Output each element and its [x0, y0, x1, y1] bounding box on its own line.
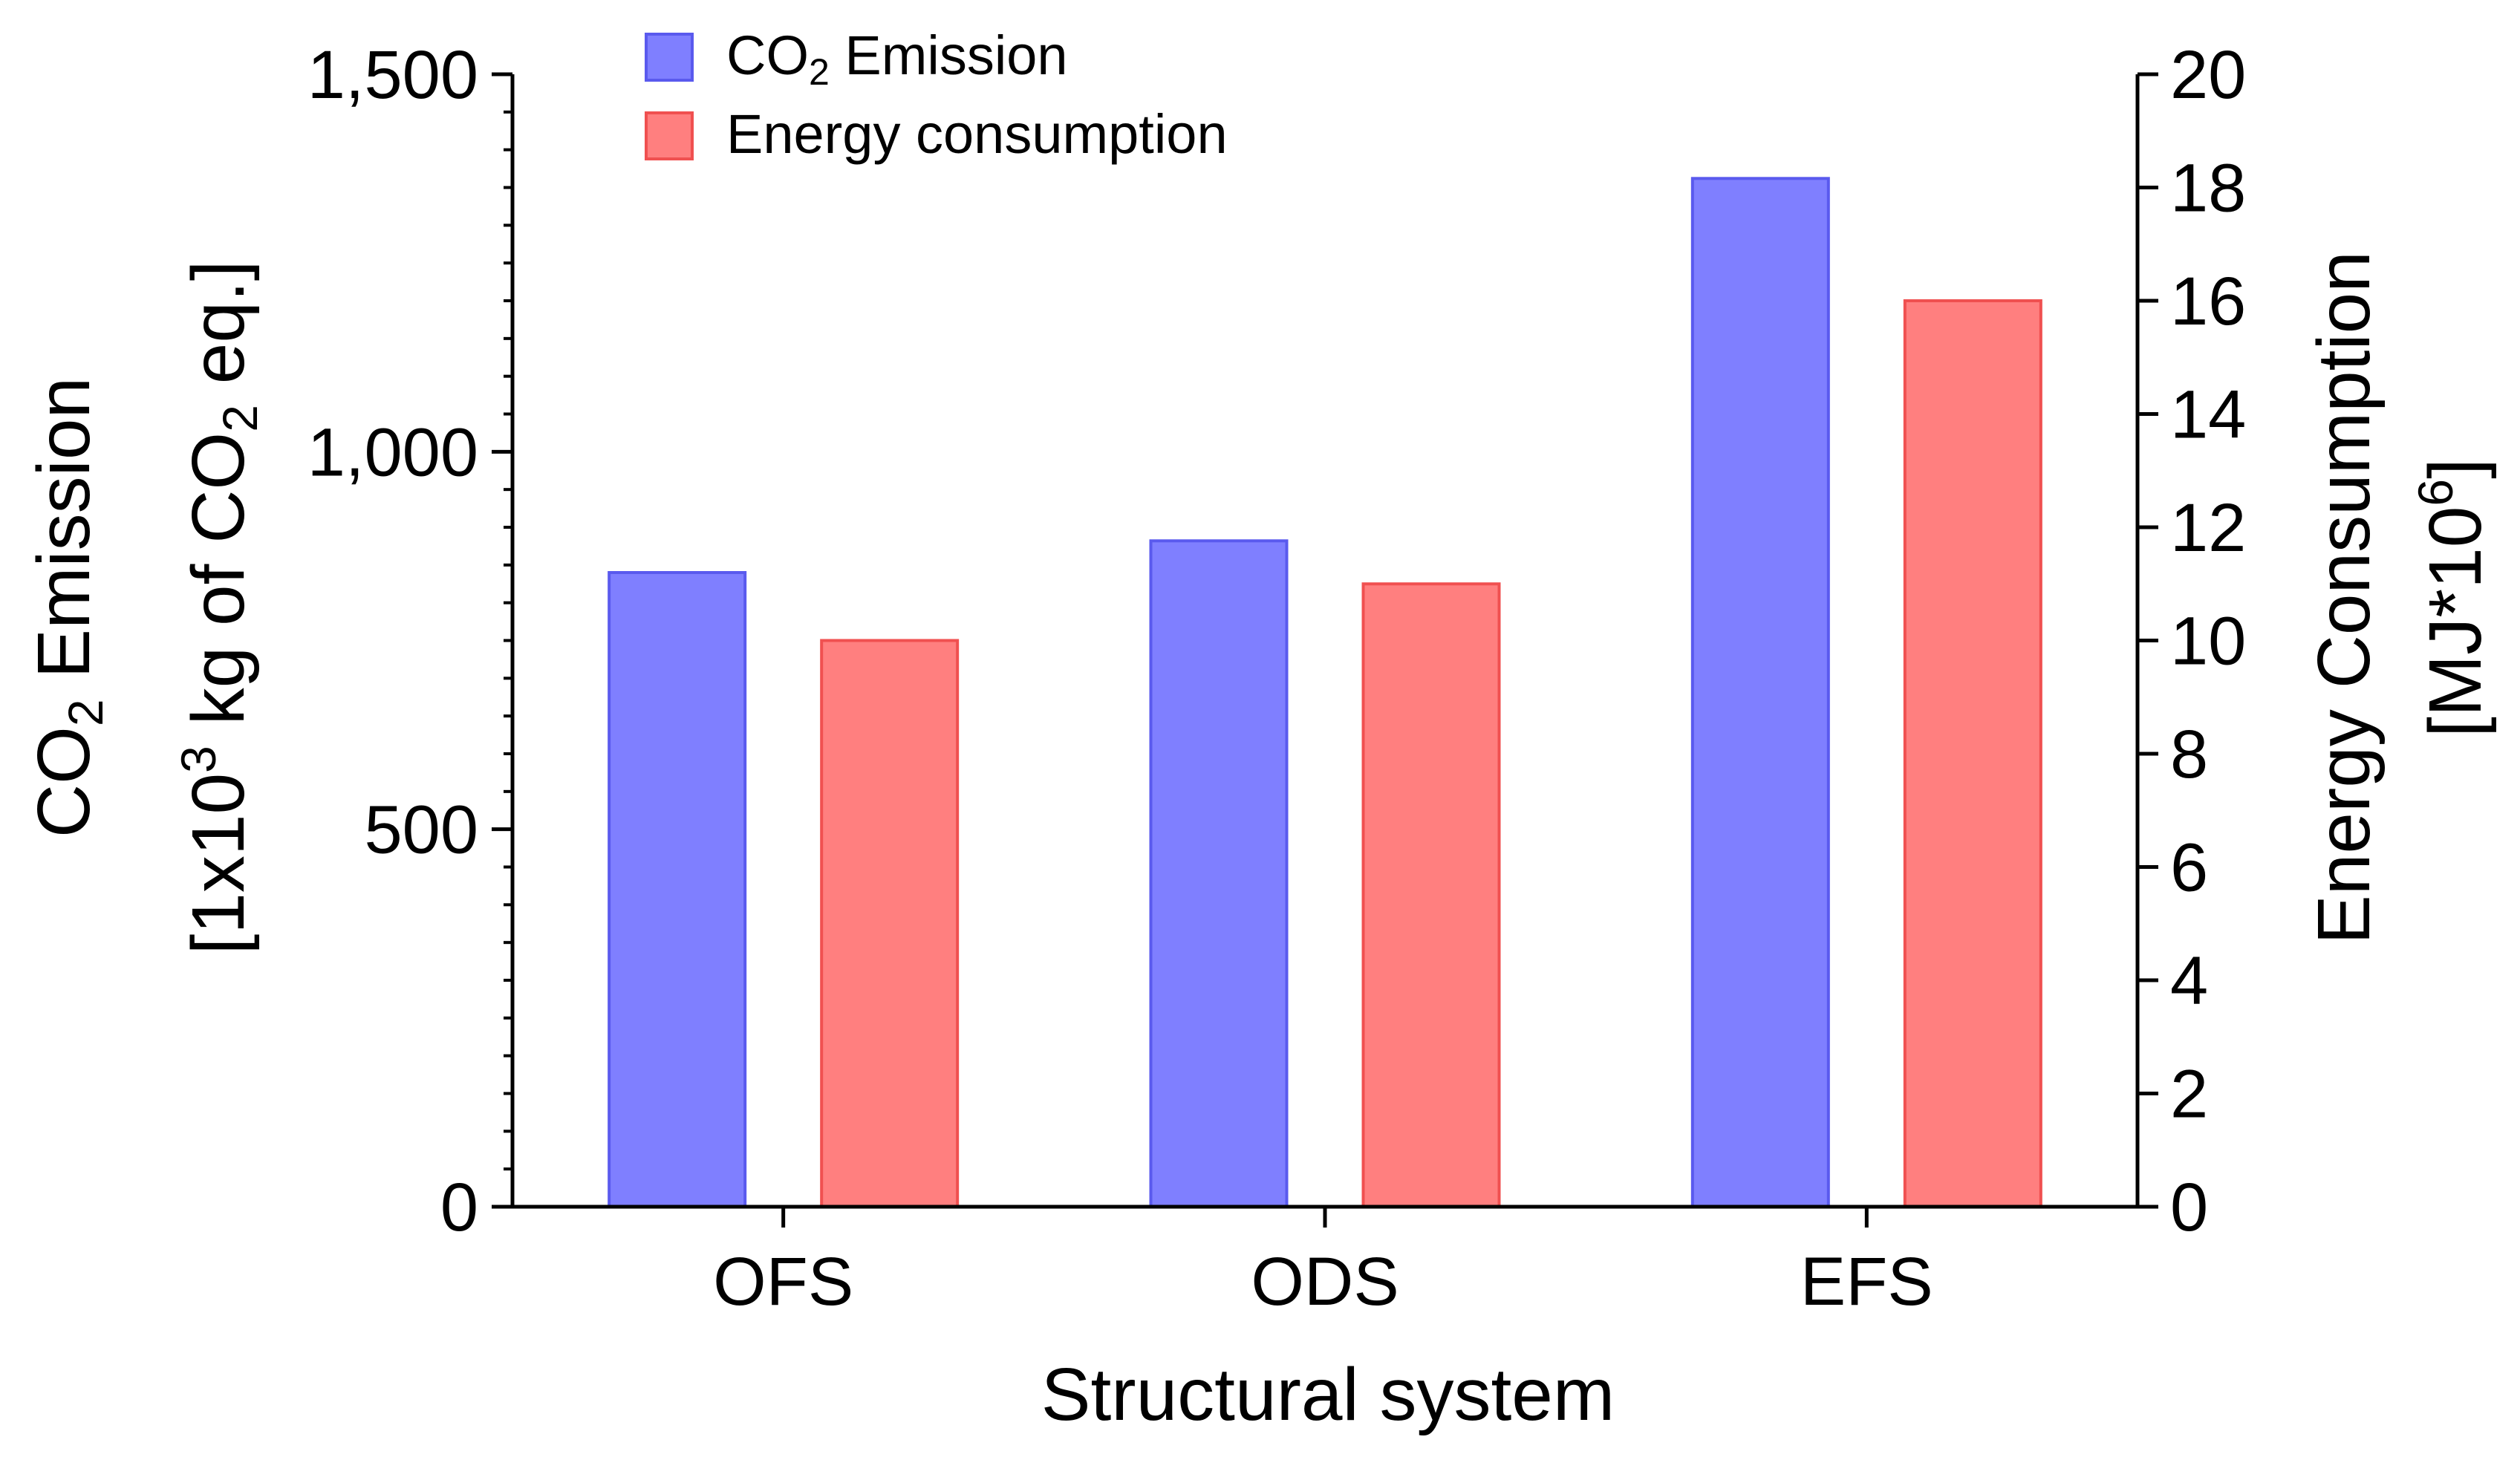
left-axis-ticks: 0 500 1,000 1,500 — [307, 37, 512, 1245]
x-axis-title: Structural system — [1041, 1353, 1615, 1436]
right-tick-label: 12 — [2170, 490, 2246, 566]
legend-swatch-energy — [645, 111, 694, 160]
y-right-unit-sup: 6 — [2408, 479, 2463, 506]
y-left-title-rest: Emission — [22, 377, 105, 699]
bar-energy-ofs — [820, 639, 960, 1208]
right-tick-label: 6 — [2170, 830, 2208, 906]
legend: CO2 Emission Energy consumption — [645, 25, 1228, 165]
right-tick-label: 20 — [2170, 37, 2246, 113]
bar-co2-ofs — [608, 571, 747, 1208]
bars-layer — [608, 177, 2042, 1208]
y-left-title-co: CO — [22, 726, 105, 838]
y-left-unit-sub: 2 — [212, 405, 267, 432]
legend-co2-rest: Emission — [830, 25, 1068, 86]
x-tick-label-ofs: OFS — [713, 1244, 853, 1320]
bar-co2-efs — [1690, 177, 1830, 1208]
axes-layer — [510, 74, 2140, 1209]
y-left-unit-b: kg of CO — [177, 432, 260, 746]
bar-co2-ods — [1149, 539, 1289, 1208]
right-tick-label: 4 — [2170, 943, 2208, 1019]
y-right-unit-b: ] — [2414, 458, 2497, 479]
y-left-unit-a: [1x10 — [177, 773, 260, 955]
left-tick-label: 1,500 — [307, 37, 478, 113]
bar-energy-efs — [1903, 299, 2042, 1208]
right-axis-ticks: 0 2 4 6 8 10 12 14 16 18 20 — [2138, 37, 2246, 1245]
x-axis-ticks: OFS ODS EFS — [713, 1207, 1933, 1320]
legend-swatch-co2 — [645, 33, 694, 82]
y-right-unit-a: [MJ*10 — [2414, 506, 2497, 737]
legend-label-co2: CO2 Emission — [726, 25, 1068, 93]
y-right-title-line1: Energy Consumption — [2302, 251, 2386, 945]
right-tick-label: 0 — [2170, 1170, 2208, 1245]
y-left-unit-sup: 3 — [171, 746, 226, 773]
legend-label-energy: Energy consumption — [726, 103, 1228, 165]
left-tick-label: 1,000 — [307, 414, 478, 490]
right-tick-label: 10 — [2170, 604, 2246, 679]
y-right-title-line2: [MJ*106] — [2408, 458, 2497, 737]
left-tick-label: 500 — [365, 792, 479, 868]
right-tick-label: 8 — [2170, 717, 2208, 792]
x-tick-label-efs: EFS — [1800, 1244, 1933, 1320]
y-left-title-line1: CO2 Emission — [22, 377, 113, 838]
left-tick-label: 0 — [440, 1170, 478, 1245]
legend-co2-main: CO — [726, 25, 809, 86]
right-tick-label: 18 — [2170, 151, 2246, 226]
y-left-title-sub: 2 — [58, 699, 113, 726]
right-tick-label: 14 — [2170, 377, 2246, 453]
y-left-unit-c: eq.] — [177, 260, 260, 405]
bar-energy-ods — [1361, 582, 1501, 1208]
x-tick-label-ods: ODS — [1251, 1244, 1399, 1320]
legend-co2-sub: 2 — [809, 51, 830, 93]
y-left-title-line2: [1x103 kg of CO2 eq.] — [171, 260, 267, 954]
right-tick-label: 16 — [2170, 264, 2246, 339]
right-tick-label: 2 — [2170, 1057, 2208, 1132]
